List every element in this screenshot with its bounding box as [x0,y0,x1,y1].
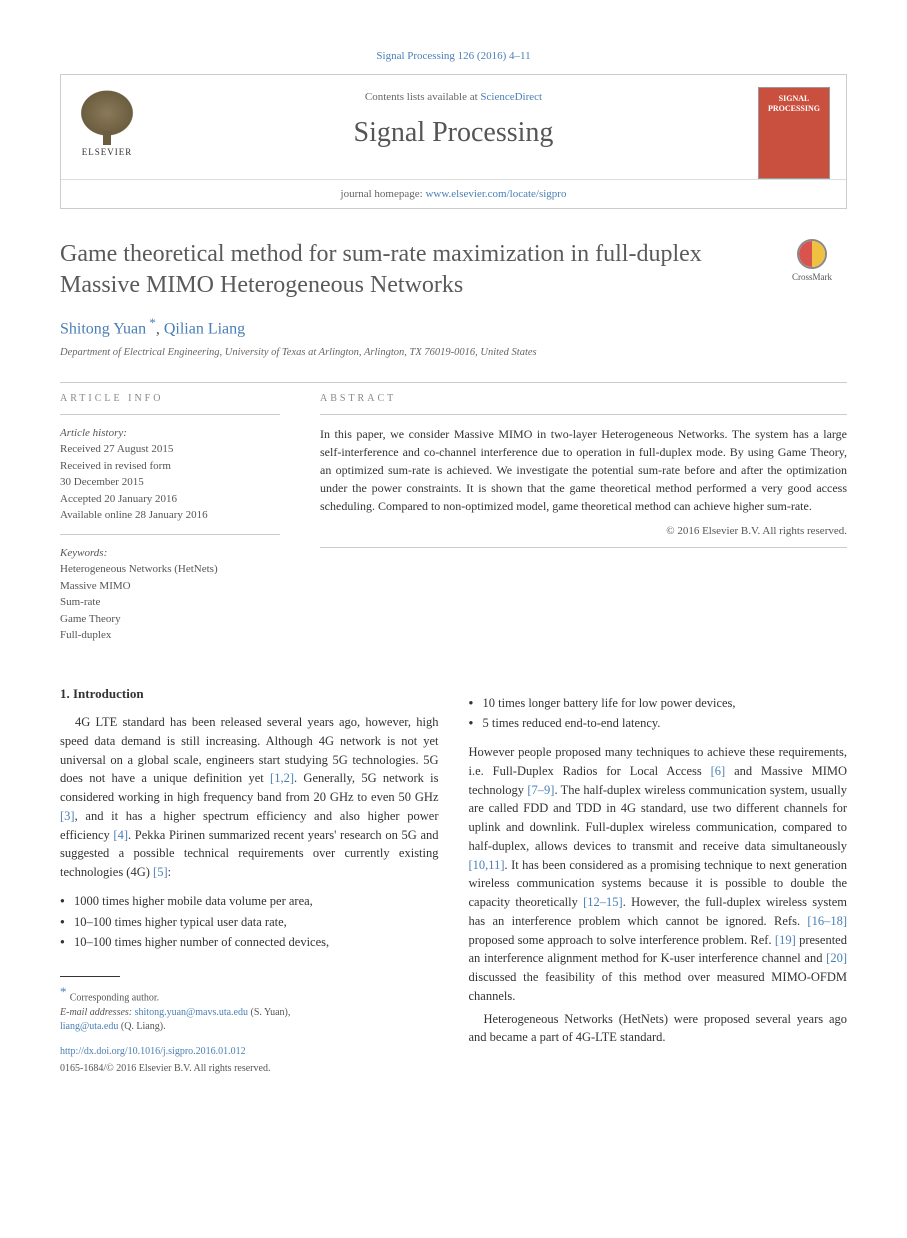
abstract-label: ABSTRACT [320,393,847,404]
crossmark-label: CrossMark [777,272,847,282]
crossmark-badge[interactable]: CrossMark [777,239,847,282]
ref-20[interactable]: [20] [826,951,847,965]
keyword-3: Sum-rate [60,594,280,611]
keyword-2: Massive MIMO [60,578,280,595]
journal-homepage-line: journal homepage: www.elsevier.com/locat… [61,179,846,208]
intro-para-3: Heterogeneous Networks (HetNets) were pr… [469,1010,848,1048]
authors: Shitong Yuan *, Qilian Liang [60,315,847,338]
list-item: 1000 times higher mobile data volume per… [60,892,439,911]
email-2[interactable]: liang@uta.edu [60,1021,118,1032]
contents-line: Contents lists available at ScienceDirec… [149,91,758,103]
author-2[interactable]: Qilian Liang [164,321,245,338]
journal-name: Signal Processing [149,117,758,149]
elsevier-label: ELSEVIER [77,147,137,157]
ref-10-11[interactable]: [10,11] [469,858,505,872]
doi-link[interactable]: http://dx.doi.org/10.1016/j.sigpro.2016.… [60,1046,246,1057]
list-item: 5 times reduced end-to-end latency. [469,714,848,733]
abstract-copyright: © 2016 Elsevier B.V. All rights reserved… [320,525,847,537]
revised-line1: Received in revised form [60,458,280,475]
keyword-1: Heterogeneous Networks (HetNets) [60,561,280,578]
corresponding-marker: * [146,315,156,330]
article-info: ARTICLE INFO Article history: Received 2… [60,393,280,644]
article-info-label: ARTICLE INFO [60,393,280,404]
revised-line2: 30 December 2015 [60,474,280,491]
abstract-text: In this paper, we consider Massive MIMO … [320,425,847,515]
requirements-list-2: 10 times longer battery life for low pow… [469,694,848,734]
page: Signal Processing 126 (2016) 4–11 ELSEVI… [0,0,907,1116]
author-1[interactable]: Shitong Yuan [60,321,146,338]
homepage-prefix: journal homepage: [341,188,426,200]
crossmark-icon [797,239,827,269]
divider [60,382,847,383]
doi-line: http://dx.doi.org/10.1016/j.sigpro.2016.… [60,1044,439,1059]
intro-para-2: However people proposed many techniques … [469,743,848,1006]
elsevier-logo: ELSEVIER [77,87,137,157]
ref-3[interactable]: [3] [60,809,75,823]
abstract-section: ABSTRACT In this paper, we consider Mass… [320,393,847,644]
history-label: Article history: [60,425,280,442]
email-1[interactable]: shitong.yuan@mavs.uta.edu [135,1007,248,1018]
elsevier-tree-icon [77,87,137,139]
affiliation: Department of Electrical Engineering, Un… [60,347,847,358]
ref-19[interactable]: [19] [775,933,796,947]
section-1-heading: 1. Introduction [60,684,439,704]
footnotes: * Corresponding author. E-mail addresses… [60,983,439,1033]
issn-line: 0165-1684/© 2016 Elsevier B.V. All right… [60,1061,439,1076]
journal-header: ELSEVIER Contents lists available at Sci… [60,74,847,209]
keywords-label: Keywords: [60,545,280,562]
ref-7-9[interactable]: [7–9] [527,783,554,797]
ref-16-18[interactable]: [16–18] [807,914,847,928]
accepted-date: Accepted 20 January 2016 [60,491,280,508]
sciencedirect-link[interactable]: ScienceDirect [480,91,542,103]
ref-1-2[interactable]: [1,2] [270,771,294,785]
list-item: 10 times longer battery life for low pow… [469,694,848,713]
keyword-4: Game Theory [60,611,280,628]
corresponding-note: * Corresponding author. [60,983,439,1005]
journal-cover-thumbnail: SIGNAL PROCESSING [758,87,830,179]
author-sep: , [156,321,164,338]
ref-4[interactable]: [4] [113,828,128,842]
list-item: 10–100 times higher number of connected … [60,933,439,952]
homepage-link[interactable]: www.elsevier.com/locate/sigpro [425,188,566,200]
received-date: Received 27 August 2015 [60,441,280,458]
footnote-separator [60,976,120,977]
ref-6[interactable]: [6] [711,764,726,778]
contents-prefix: Contents lists available at [365,91,480,103]
article-title: Game theoretical method for sum-rate max… [60,239,757,301]
journal-cover-title: SIGNAL PROCESSING [759,88,829,119]
keyword-5: Full-duplex [60,627,280,644]
intro-para-1: 4G LTE standard has been released severa… [60,713,439,882]
ref-5[interactable]: [5] [153,865,168,879]
ref-12-15[interactable]: [12–15] [583,895,623,909]
email-line: E-mail addresses: shitong.yuan@mavs.uta.… [60,1006,439,1020]
online-date: Available online 28 January 2016 [60,507,280,524]
header-citation: Signal Processing 126 (2016) 4–11 [60,50,847,62]
body-columns: 1. Introduction 4G LTE standard has been… [60,684,847,1076]
requirements-list-1: 1000 times higher mobile data volume per… [60,892,439,952]
list-item: 10–100 times higher typical user data ra… [60,913,439,932]
